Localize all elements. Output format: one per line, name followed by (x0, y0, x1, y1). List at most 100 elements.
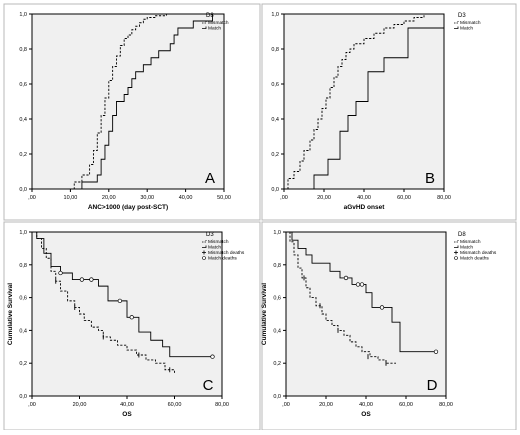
legend-entry: Match (454, 245, 473, 251)
legend-title: D3 (458, 13, 466, 19)
legend-label: Match deaths (208, 256, 237, 262)
chart-panel-d: 0,0 0,2 0,4 0,6 0,8 1,0 ,00 20,00 40,00 60,00 80,0… (261, 221, 517, 431)
y-tick-label: 0,0 (273, 394, 281, 400)
y-tick-label: 0,2 (19, 361, 27, 367)
series-line-mismatch (32, 231, 175, 374)
plot-area (285, 231, 447, 397)
y-axis-label: Cumulative Survival (261, 283, 268, 345)
legend-entry: Match deaths (454, 256, 489, 262)
y-tick-label: 1,0 (19, 230, 27, 236)
legend-label: Mismatch deaths (460, 250, 497, 256)
censor-mark-match (117, 298, 123, 304)
x-axis-label: ANC>1000 (day post-SCT) (88, 204, 168, 211)
legend-entry: Mismatch (202, 239, 229, 245)
x-axis-label: OS (122, 411, 132, 418)
legend-entry: Match (454, 26, 473, 32)
x-tick-label: ,00 (28, 195, 36, 201)
legend-label: Match (460, 245, 473, 251)
legend-label: Mismatch (460, 20, 481, 26)
legend-swatch-dashed (454, 21, 459, 24)
legend-label: Match (208, 26, 221, 32)
series-line-match (32, 231, 213, 358)
legend-label: Mismatch (460, 239, 481, 245)
panel-letter: A (205, 170, 215, 187)
legend-swatch-circle (202, 256, 206, 260)
legend-entry: Match (202, 26, 221, 32)
legend-swatch-solid (202, 26, 207, 29)
y-tick-label: 0,8 (273, 263, 281, 269)
panel-letter: C (203, 377, 214, 394)
x-tick-label: 60,00 (168, 402, 182, 408)
legend-title: D8 (458, 232, 466, 238)
y-axis-label: Cumulative Survival (7, 283, 14, 345)
y-tick-label: 0,4 (273, 328, 281, 334)
censor-mark-match (343, 275, 349, 281)
chart-panel-b: 0,0 0,2 0,4 0,6 0,8 1,0 ,00 20,00 40,00 60,00 80,0… (261, 3, 517, 221)
x-tick-label: 40,00 (359, 402, 373, 408)
panel-letter: D (427, 377, 438, 394)
x-tick-label: 40,00 (179, 195, 193, 201)
legend-entry: Match (202, 245, 221, 251)
censor-mark-match (79, 277, 85, 282)
censor-mark-match (433, 349, 439, 354)
y-tick-label: 1,0 (271, 12, 279, 18)
y-tick-label: 0,2 (273, 361, 281, 367)
x-tick-label: 40,00 (357, 195, 371, 201)
x-tick-label: 40,00 (120, 402, 134, 408)
censor-mark-match (129, 315, 134, 320)
x-tick-label: ,00 (282, 402, 290, 408)
y-tick-label: 0,4 (271, 117, 279, 123)
legend-swatch-dashed (202, 240, 207, 243)
x-axis-label: aGvHD onset (344, 204, 386, 211)
legend-swatch-circle (454, 256, 458, 260)
y-tick-label: 0,6 (19, 82, 27, 88)
x-tick-label: 60,00 (397, 195, 411, 201)
y-tick-label: 0,2 (271, 152, 279, 158)
plot-area (31, 13, 225, 190)
series-line-mismatch (286, 231, 396, 364)
x-tick-label: ,00 (28, 402, 36, 408)
series-line-match (32, 14, 213, 190)
censor-mark-match (210, 354, 215, 359)
legend-swatch-dashed (454, 240, 459, 243)
y-tick-label: 0,4 (19, 117, 27, 123)
legend-title: D8 (206, 13, 214, 19)
y-tick-label: 0,6 (273, 296, 281, 302)
censor-mark-match (89, 277, 94, 282)
y-tick-label: 1,0 (273, 230, 281, 236)
x-tick-label: 80,00 (215, 402, 229, 408)
chart-panel-c: 0,0 0,2 0,4 0,6 0,8 1,0 ,00 20,00 40,00 60,00 80,0… (3, 221, 261, 431)
legend-entry: Mismatch (202, 20, 229, 26)
legend-entry: Mismatch deaths (454, 250, 497, 256)
legend-label: Match (208, 245, 221, 251)
censor-mark-match (359, 282, 365, 287)
x-tick-label: 10,00 (64, 195, 78, 201)
x-tick-label: 60,00 (399, 402, 413, 408)
x-axis-label: OS (361, 411, 371, 418)
x-tick-label: 30,00 (140, 195, 154, 201)
series-line-match (286, 231, 436, 353)
y-tick-label: 0,8 (271, 47, 279, 53)
series-line-match (284, 14, 445, 190)
y-tick-label: 0,6 (19, 296, 27, 302)
series-line-mismatch (284, 13, 440, 190)
x-tick-label: 20,00 (73, 402, 87, 408)
legend-label: Mismatch deaths (208, 250, 245, 256)
legend-swatch-solid (454, 26, 459, 29)
legend-label: Mismatch (208, 20, 229, 26)
x-tick-label: 20,00 (319, 402, 333, 408)
legend-label: Match deaths (460, 256, 489, 262)
y-tick-label: 0,0 (19, 394, 27, 400)
legend-entry: Match deaths (202, 256, 237, 262)
y-tick-label: 0,2 (19, 152, 27, 158)
x-tick-label: 20,00 (317, 195, 331, 201)
x-tick-label: 20,00 (102, 195, 116, 201)
y-tick-label: 0,0 (271, 187, 279, 193)
y-tick-label: 0,8 (19, 47, 27, 53)
y-tick-label: 0,4 (19, 328, 27, 334)
legend-entry: Mismatch (454, 20, 481, 26)
legend-entry: Mismatch (454, 239, 481, 245)
chart-panel-a: 0,0 0,2 0,4 0,6 0,8 1,0 ,00 10,00 20,00 30,00 40,0… (3, 3, 261, 221)
x-tick-label: 80,00 (437, 195, 451, 201)
